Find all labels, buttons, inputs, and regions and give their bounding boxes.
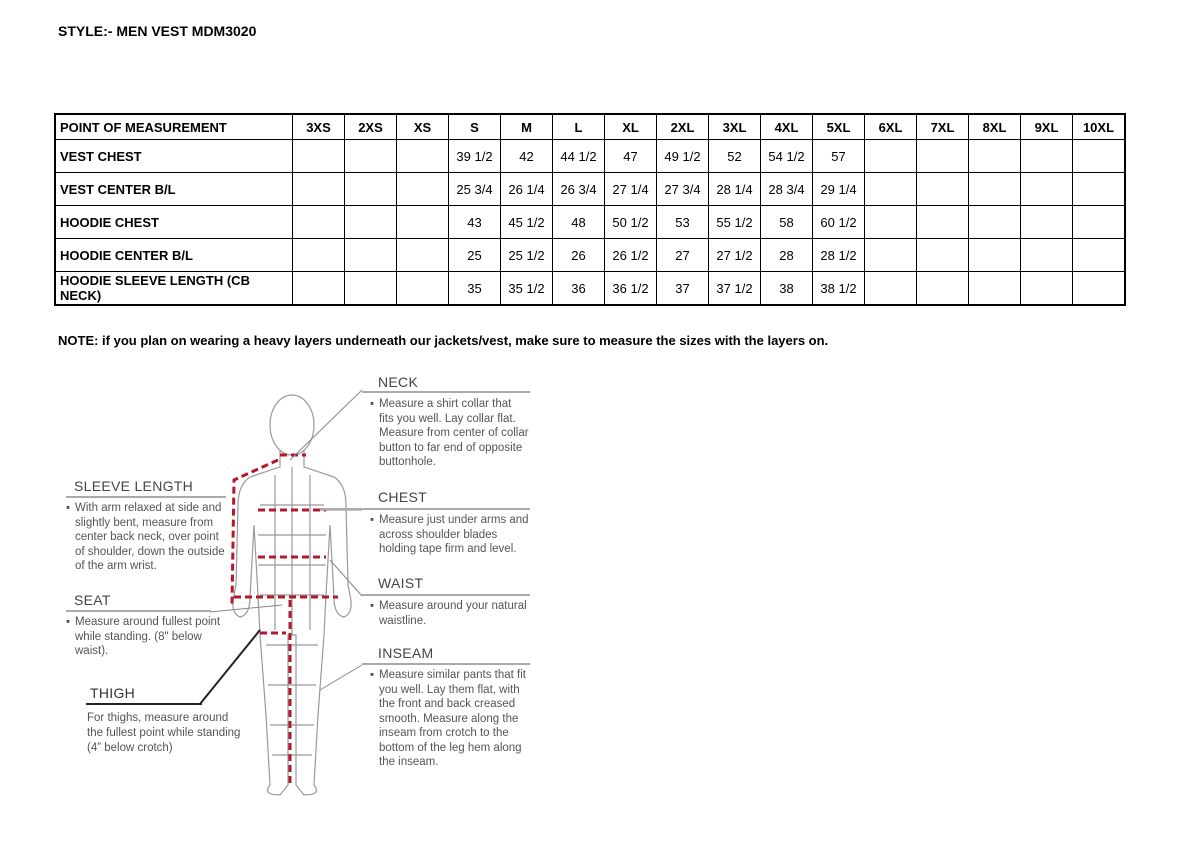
sleeve-rule <box>66 496 226 498</box>
measurement-value <box>1072 271 1126 306</box>
measurement-value <box>344 205 397 239</box>
measurement-value <box>292 172 345 206</box>
column-header-size: 3XL <box>708 113 761 140</box>
column-header-size: L <box>552 113 605 140</box>
measurement-value <box>916 172 969 206</box>
table-row: VEST CENTER B/L 25 3/4 26 1/4 26 3/4 27 1/4 2… <box>54 172 1126 206</box>
measurement-name: HOODIE CENTER B/L <box>54 238 293 272</box>
measurement-value: 58 <box>760 205 813 239</box>
measurement-value <box>344 172 397 206</box>
measurement-value: 39 1/2 <box>448 139 501 173</box>
measurement-value: 28 1/2 <box>812 238 865 272</box>
measurement-name: HOODIE CHEST <box>54 205 293 239</box>
seat-label: SEAT <box>74 592 111 608</box>
measurement-value: 43 <box>448 205 501 239</box>
column-header-size: XL <box>604 113 657 140</box>
neck-description: Measure a shirt collar that fits you wel… <box>370 397 529 470</box>
thigh-rule <box>86 703 202 705</box>
chest-rule <box>320 508 530 510</box>
measurement-name: VEST CHEST <box>54 139 293 173</box>
inseam-description: Measure similar pants that fit you well.… <box>370 668 529 770</box>
column-header-size: 3XS <box>292 113 345 140</box>
column-header-size: 6XL <box>864 113 917 140</box>
neck-label: NECK <box>378 374 419 390</box>
measurement-value: 48 <box>552 205 605 239</box>
measurement-value <box>1072 238 1126 272</box>
table-row: HOODIE SLEEVE LENGTH (CB NECK) 35 35 1/2 36… <box>54 271 1126 306</box>
table-row: VEST CHEST 39 1/2 42 44 1/2 47 49 1/2 52 54 1/2… <box>54 139 1126 173</box>
measurement-value <box>1072 205 1126 239</box>
column-header-size: 2XS <box>344 113 397 140</box>
sleeve-length-description: With arm relaxed at side and slightly be… <box>66 501 225 574</box>
measurement-value: 26 <box>552 238 605 272</box>
measurement-name: HOODIE SLEEVE LENGTH (CB NECK) <box>54 271 293 306</box>
measurement-value <box>292 205 345 239</box>
table-header-row: POINT OF MEASUREMENT 3XS 2XS XS S M L XL 2XL 3XL 4… <box>54 113 1126 140</box>
chest-description: Measure just under arms and across shoul… <box>370 513 529 557</box>
waist-label: WAIST <box>378 575 424 591</box>
measurement-value <box>968 238 1021 272</box>
measurement-value: 45 1/2 <box>500 205 553 239</box>
measurement-value: 26 3/4 <box>552 172 605 206</box>
measurement-value: 57 <box>812 139 865 173</box>
measurement-value <box>396 139 449 173</box>
measurement-value: 52 <box>708 139 761 173</box>
measurement-value: 38 1/2 <box>812 271 865 306</box>
column-header-size: S <box>448 113 501 140</box>
measurement-value <box>916 238 969 272</box>
measurement-value <box>1020 172 1073 206</box>
waist-description: Measure around your natural waistline. <box>370 599 529 628</box>
neck-rule <box>362 391 530 393</box>
inseam-rule <box>362 663 530 665</box>
column-header-size: 10XL <box>1072 113 1126 140</box>
measurement-value <box>396 271 449 306</box>
table-row: HOODIE CHEST 43 45 1/2 48 50 1/2 53 55 1/2 58 60… <box>54 205 1126 239</box>
measurement-value <box>916 205 969 239</box>
thigh-description: For thighs, measure around the fullest p… <box>87 712 241 754</box>
measurement-value <box>292 271 345 306</box>
seat-description: Measure around fullest point while stand… <box>66 615 225 659</box>
style-title: STYLE:- MEN VEST MDM3020 <box>58 23 257 39</box>
measurement-value: 38 <box>760 271 813 306</box>
measurement-value: 55 1/2 <box>708 205 761 239</box>
measurement-value <box>344 271 397 306</box>
measurement-value: 27 1/2 <box>708 238 761 272</box>
column-header-size: 5XL <box>812 113 865 140</box>
sleeve-length-label: SLEEVE LENGTH <box>74 478 194 494</box>
chest-label: CHEST <box>378 489 427 505</box>
inseam-label: INSEAM <box>378 645 434 661</box>
column-header-size: 9XL <box>1020 113 1073 140</box>
measurement-value <box>1020 271 1073 306</box>
measurement-value: 28 1/4 <box>708 172 761 206</box>
measurement-value: 37 <box>656 271 709 306</box>
note-text: NOTE: if you plan on wearing a heavy lay… <box>58 333 829 348</box>
measurement-value: 35 <box>448 271 501 306</box>
thigh-label: THIGH <box>90 685 136 701</box>
measurement-value: 27 <box>656 238 709 272</box>
measurement-value <box>1020 238 1073 272</box>
size-chart-table: POINT OF MEASUREMENT 3XS 2XS XS S M L XL 2XL 3XL 4… <box>54 113 1126 306</box>
measurement-value: 25 <box>448 238 501 272</box>
measurement-value: 60 1/2 <box>812 205 865 239</box>
measurement-value: 27 3/4 <box>656 172 709 206</box>
measurement-value <box>396 205 449 239</box>
measurement-value: 28 3/4 <box>760 172 813 206</box>
measurement-value <box>864 238 917 272</box>
body-measurement-figure <box>230 394 352 796</box>
measurement-value: 54 1/2 <box>760 139 813 173</box>
measurement-value <box>292 139 345 173</box>
measurement-value: 49 1/2 <box>656 139 709 173</box>
waist-rule <box>362 594 530 596</box>
table-row: HOODIE CENTER B/L 25 25 1/2 26 26 1/2 27 27 1/… <box>54 238 1126 272</box>
measurement-value: 25 3/4 <box>448 172 501 206</box>
measurement-value <box>968 271 1021 306</box>
column-header-point-of-measurement: POINT OF MEASUREMENT <box>54 113 293 140</box>
seat-rule <box>66 610 211 612</box>
measurement-value: 36 <box>552 271 605 306</box>
measurement-value: 25 1/2 <box>500 238 553 272</box>
